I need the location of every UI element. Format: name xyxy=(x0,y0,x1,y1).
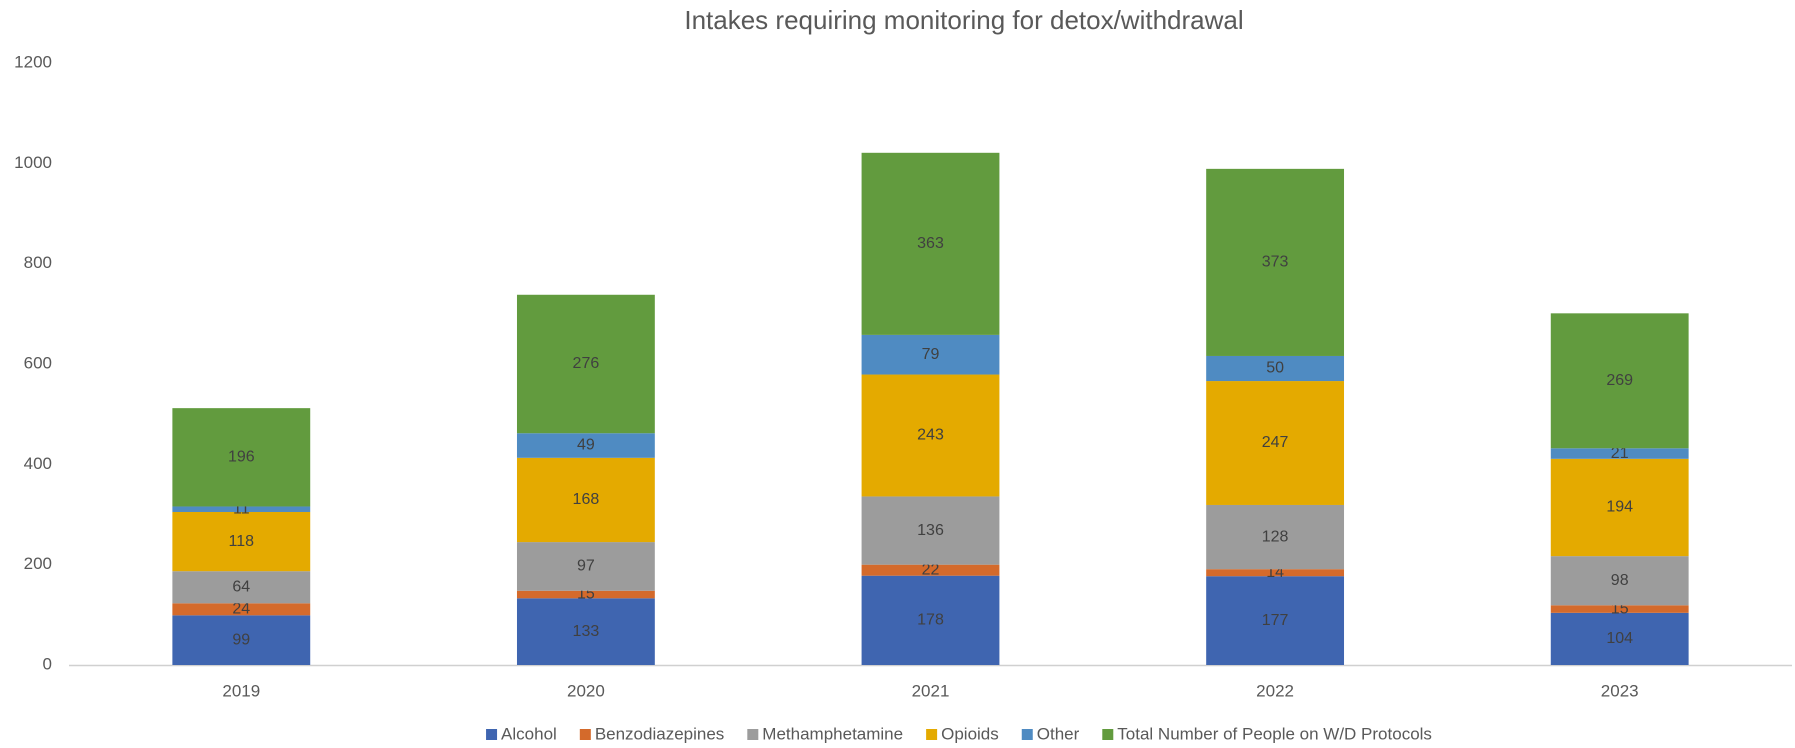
bar-segment xyxy=(172,408,311,507)
bar-segment xyxy=(861,564,1000,576)
data-label: 104 xyxy=(1606,630,1633,647)
x-tick-label: 2022 xyxy=(1256,681,1294,700)
data-label: 97 xyxy=(577,558,595,575)
data-label: 276 xyxy=(573,355,600,372)
data-label: 247 xyxy=(1262,434,1289,451)
legend-label: Opioids xyxy=(941,724,999,743)
x-tick-label: 2020 xyxy=(567,681,605,700)
x-tick-label: 2021 xyxy=(912,681,950,700)
bar-segment xyxy=(516,294,655,434)
bar-segment xyxy=(1206,168,1345,356)
bar-segment xyxy=(516,457,655,543)
bar-segment xyxy=(516,433,655,458)
bar-segment xyxy=(1206,504,1345,570)
legend-swatch xyxy=(579,729,591,740)
data-label: 128 xyxy=(1262,528,1289,545)
data-label: 194 xyxy=(1606,499,1633,516)
legend-label: Benzodiazepines xyxy=(595,724,724,743)
legend-swatch xyxy=(486,729,498,740)
legend-swatch xyxy=(926,729,938,740)
bar-segment xyxy=(1550,458,1689,557)
legend-swatch xyxy=(1102,729,1114,740)
data-label: 21 xyxy=(1611,445,1629,462)
data-label: 136 xyxy=(917,522,944,539)
bar-segment xyxy=(172,603,311,616)
bar-segment xyxy=(172,506,311,512)
legend-label: Alcohol xyxy=(501,724,557,743)
bar-segment xyxy=(172,571,311,604)
data-label: 79 xyxy=(922,346,940,363)
x-tick-label: 2023 xyxy=(1601,681,1639,700)
y-tick-label: 1200 xyxy=(14,52,52,71)
bar-segment xyxy=(861,152,1000,335)
y-tick-label: 400 xyxy=(24,454,52,473)
bar-segment xyxy=(1206,381,1345,505)
data-label: 269 xyxy=(1606,372,1633,389)
data-label: 50 xyxy=(1266,360,1284,377)
bar-segment xyxy=(1206,355,1345,382)
data-label: 243 xyxy=(917,427,944,444)
bar-segment xyxy=(516,542,655,591)
data-label: 99 xyxy=(232,631,250,648)
bar-segment xyxy=(1550,556,1689,606)
bar-segment xyxy=(861,334,1000,375)
bar-segment xyxy=(516,598,655,665)
data-label: 363 xyxy=(917,235,944,252)
bar-segment xyxy=(516,590,655,599)
data-label: 196 xyxy=(228,449,255,466)
bar-segment xyxy=(1550,313,1689,449)
data-label: 118 xyxy=(229,533,255,550)
data-label: 22 xyxy=(922,561,940,578)
data-label: 64 xyxy=(232,578,250,595)
legend-swatch xyxy=(1021,729,1033,740)
y-tick-label: 800 xyxy=(24,253,52,272)
data-label: 178 xyxy=(917,612,944,629)
data-label: 133 xyxy=(573,623,600,640)
y-tick-label: 1000 xyxy=(14,153,52,172)
bar-segment xyxy=(861,496,1000,565)
bar-segment xyxy=(1550,605,1689,613)
bar-segment xyxy=(861,575,1000,665)
data-label: 24 xyxy=(232,601,250,618)
bar-segment xyxy=(1206,569,1345,577)
x-tick-label: 2019 xyxy=(222,681,260,700)
y-tick-label: 0 xyxy=(43,654,52,673)
legend-label: Methamphetamine xyxy=(762,724,903,743)
bar-segment xyxy=(1550,612,1689,665)
chart-title: Intakes requiring monitoring for detox/w… xyxy=(684,5,1243,35)
bar-segment xyxy=(1206,576,1345,665)
bar-segment xyxy=(1550,448,1689,459)
data-label: 168 xyxy=(573,491,600,508)
data-label: 98 xyxy=(1611,572,1629,589)
y-tick-label: 200 xyxy=(24,554,52,573)
data-label: 49 xyxy=(577,437,595,454)
data-label: 373 xyxy=(1262,254,1289,271)
bar-segment xyxy=(172,615,311,665)
legend-label: Other xyxy=(1037,724,1080,743)
bar-segment xyxy=(861,374,1000,497)
y-tick-label: 600 xyxy=(24,353,52,372)
data-label: 177 xyxy=(1262,612,1289,629)
bar-segment xyxy=(172,511,311,572)
legend-swatch xyxy=(747,729,759,740)
legend-label: Total Number of People on W/D Protocols xyxy=(1117,724,1432,743)
